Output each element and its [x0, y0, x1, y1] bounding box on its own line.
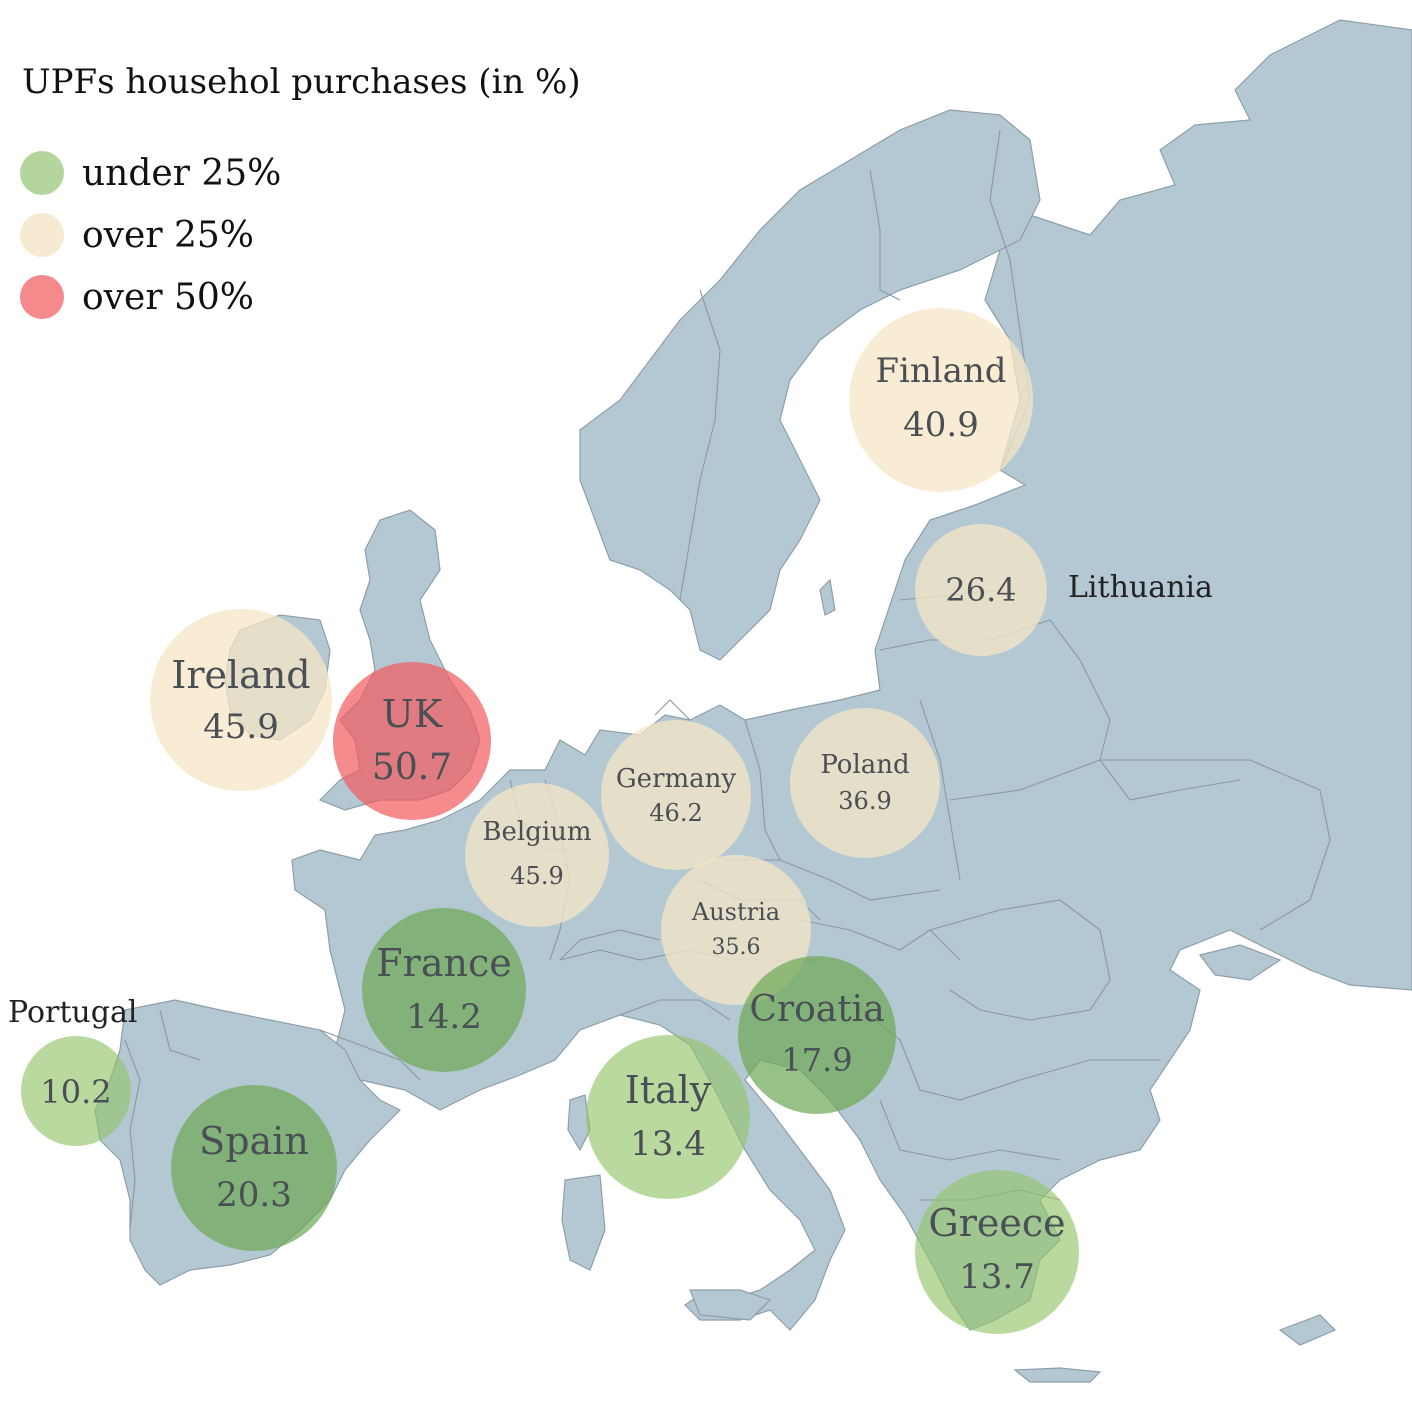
land-scandinavia [579, 109, 1041, 661]
bubble-name-croatia: Croatia [749, 989, 884, 1030]
legend-label: over 50% [82, 276, 254, 318]
bubble-value-greece: 13.7 [959, 1257, 1035, 1297]
bubble-circle-croatia [738, 956, 896, 1114]
bubble-value-belgium: 45.9 [510, 862, 563, 890]
legend: UPFs househol purchases (in %) under 25%… [20, 62, 581, 328]
legend-label: over 25% [82, 214, 254, 256]
bubble-name-belgium: Belgium [482, 817, 591, 847]
country-label-lithuania: Lithuania [1068, 570, 1213, 605]
bubble-name-germany: Germany [616, 764, 736, 794]
bubble-belgium: Belgium 45.9 [465, 783, 609, 927]
bubble-name-greece: Greece [928, 1201, 1065, 1245]
bubble-value-uk: 50.7 [372, 747, 452, 788]
bubble-value-ireland: 45.9 [203, 707, 279, 747]
bubble-value-spain: 20.3 [216, 1175, 292, 1215]
bubble-value-poland: 36.9 [838, 787, 891, 815]
country-label-portugal: Portugal [8, 995, 137, 1030]
bubble-circle-spain [171, 1085, 337, 1251]
border-switzerland [559, 929, 661, 961]
land-gotland [819, 578, 836, 616]
bubble-name-spain: Spain [199, 1119, 309, 1163]
border-russia-belarus [1079, 659, 1241, 801]
bubble-italy: Italy 13.4 [586, 1035, 750, 1199]
bubble-circle-belgium [465, 783, 609, 927]
border-ukraine [949, 759, 1331, 931]
bubble-circle-austria [661, 855, 811, 1005]
border-balkans [849, 999, 1160, 1101]
bubble-uk: UK 50.7 [333, 662, 491, 820]
bubbles: Finland 40.9 26.4 Lithuania Ireland 45.9 UK 50.… [8, 308, 1213, 1334]
land-sardinia [561, 1174, 606, 1271]
bubble-name-italy: Italy [625, 1068, 712, 1112]
bubble-name-austria: Austria [691, 898, 780, 926]
legend-swatch-green [20, 151, 64, 195]
border-scandinavia-2 [869, 169, 901, 301]
legend-item-over-50: over 50% [20, 266, 581, 328]
bubble-ireland: Ireland 45.9 [150, 609, 332, 791]
bubble-value-italy: 13.4 [630, 1124, 706, 1164]
border-czech [730, 859, 941, 901]
border-germany-poland [744, 719, 781, 861]
bubble-name-poland: Poland [820, 750, 909, 780]
bubble-value-portugal: 10.2 [40, 1073, 111, 1111]
bubble-lithuania: 26.4 Lithuania [915, 524, 1213, 656]
land-cyprus [1278, 1314, 1337, 1346]
bubble-greece: Greece 13.7 [915, 1170, 1079, 1334]
border-france-spain [319, 1029, 421, 1081]
border-hungary [799, 919, 961, 961]
bubble-value-france: 14.2 [406, 997, 482, 1037]
border-spain-inner [159, 1009, 201, 1061]
border-poland-east [919, 699, 961, 881]
border-scandinavia-1 [679, 289, 721, 601]
border-italy [619, 999, 731, 1021]
bubble-circle-germany [601, 720, 751, 870]
bubble-value-germany: 46.2 [649, 799, 702, 827]
legend-item-over-25: over 25% [20, 204, 581, 266]
bubble-france: France 14.2 [362, 908, 526, 1072]
land-sicily [689, 1289, 772, 1321]
border-romania [929, 899, 1111, 1021]
border-denmark [654, 699, 691, 721]
bubble-poland: Poland 36.9 [790, 708, 940, 858]
bubble-name-finland: Finland [875, 351, 1006, 391]
bubble-circle-poland [790, 708, 940, 858]
bubble-value-austria: 35.6 [712, 935, 761, 960]
border-portugal-spain [124, 1039, 141, 1231]
bubble-circle-lithuania [915, 524, 1047, 656]
bubble-value-finland: 40.9 [903, 405, 979, 445]
legend-swatch-beige [20, 213, 64, 257]
border-balkans-2 [879, 1099, 1061, 1161]
legend-swatch-red [20, 275, 64, 319]
bubble-circle-ireland [150, 609, 332, 791]
bubble-name-uk: UK [382, 692, 443, 736]
legend-title: UPFs househol purchases (in %) [22, 62, 581, 102]
bubble-circle-france [362, 908, 526, 1072]
bubble-germany: Germany 46.2 [601, 720, 751, 870]
legend-item-under-25: under 25% [20, 142, 581, 204]
bubble-portugal: 10.2 Portugal [8, 995, 137, 1146]
bubble-circle-greece [915, 1170, 1079, 1334]
bubble-name-france: France [376, 941, 511, 985]
bubble-circle-finland [849, 308, 1033, 492]
land-crete [1013, 1367, 1102, 1383]
bubble-value-croatia: 17.9 [781, 1041, 852, 1079]
bubble-circle-italy [586, 1035, 750, 1199]
bubble-finland: Finland 40.9 [849, 308, 1033, 492]
bubble-value-lithuania: 26.4 [945, 571, 1016, 609]
legend-label: under 25% [82, 152, 282, 194]
bubble-circle-portugal [21, 1036, 131, 1146]
bubble-austria: Austria 35.6 [661, 855, 811, 1005]
land-crimea [1198, 944, 1282, 981]
bubble-croatia: Croatia 17.9 [738, 956, 896, 1114]
bubble-circle-uk [333, 662, 491, 820]
bubble-name-ireland: Ireland [171, 653, 310, 697]
land-corsica [567, 1094, 591, 1152]
bubble-spain: Spain 20.3 [171, 1085, 337, 1251]
